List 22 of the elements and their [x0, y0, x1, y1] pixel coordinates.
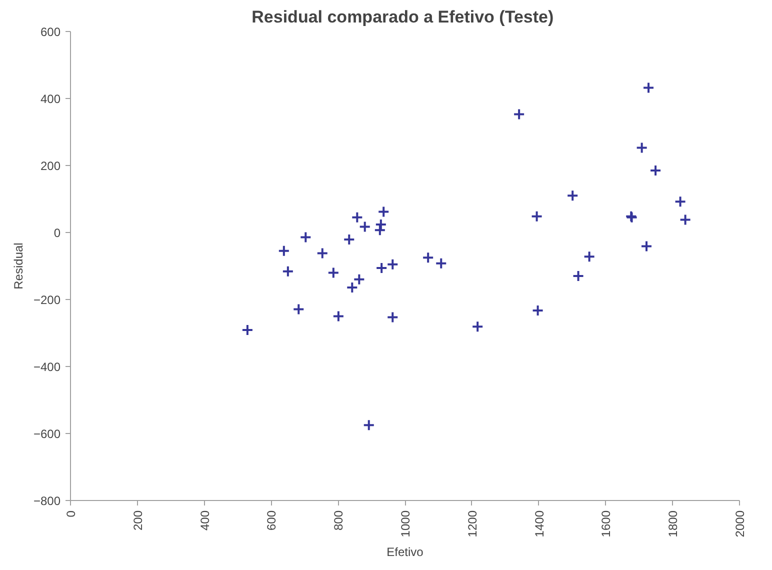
x-axis-title: Efetivo	[386, 545, 424, 560]
y-tick-label: 200	[40, 159, 61, 173]
x-tick-label: 200	[130, 510, 145, 531]
x-tick-label: 1800	[666, 510, 680, 538]
y-axis-title: Residual	[11, 242, 26, 290]
x-tick-label: 1200	[465, 510, 480, 538]
x-tick-label: 400	[198, 510, 212, 531]
x-tick-label: 1400	[532, 510, 546, 538]
y-tick-label: −800	[33, 494, 61, 508]
x-tick-label: 0	[64, 510, 78, 518]
y-tick-label: 600	[40, 25, 61, 39]
y-tick-label: −200	[33, 293, 61, 307]
y-tick-label: −600	[33, 427, 61, 441]
chart-title: Residual comparado a Efetivo (Teste)	[252, 8, 554, 26]
y-tick-label: −400	[33, 360, 61, 374]
x-tick-label: 800	[332, 510, 346, 531]
y-tick-label: 0	[54, 226, 61, 240]
y-tick-label: 400	[40, 92, 61, 106]
x-tick-label: 1600	[599, 510, 614, 538]
x-tick-label: 1000	[398, 510, 412, 538]
x-tick-label: 600	[264, 510, 279, 531]
x-tick-label: 2000	[733, 510, 747, 538]
